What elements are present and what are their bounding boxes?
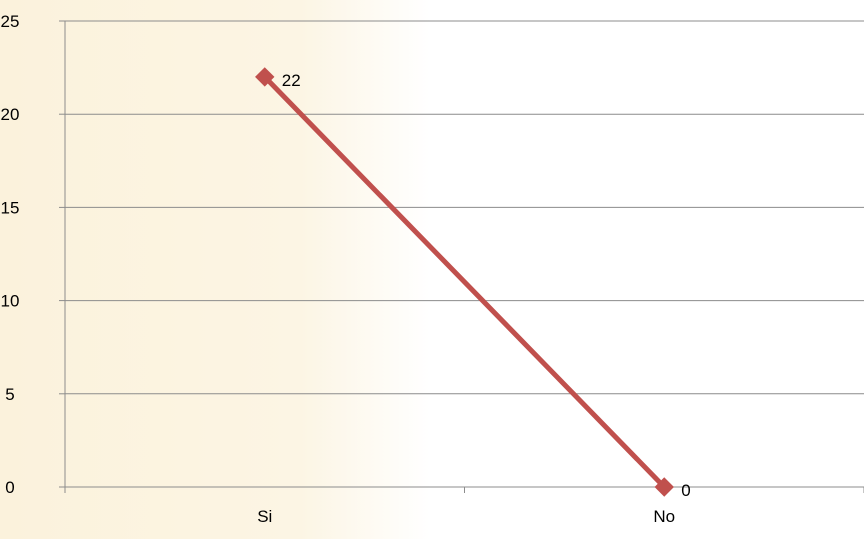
y-tick-label: 20: [1, 105, 20, 124]
series: [255, 67, 674, 497]
series-line: [262, 74, 667, 490]
x-tick-labels: Si No: [257, 507, 675, 526]
data-labels: 22 0: [282, 71, 691, 500]
x-tick-label: No: [653, 507, 675, 526]
data-label: 22: [282, 71, 301, 90]
y-tick-label: 10: [1, 292, 20, 311]
y-tick-label: 15: [1, 198, 20, 217]
data-label: 0: [681, 481, 690, 500]
y-tick-label: 0: [5, 478, 14, 497]
data-point-marker: [255, 67, 275, 87]
data-point-marker: [654, 477, 674, 497]
gridlines: [65, 20, 864, 395]
x-tick-label: Si: [257, 507, 272, 526]
y-tick-label: 25: [1, 12, 20, 31]
axes: [59, 20, 864, 493]
y-tick-labels: 0 5 10 15 20 25: [1, 12, 20, 497]
y-tick-label: 5: [5, 385, 14, 404]
